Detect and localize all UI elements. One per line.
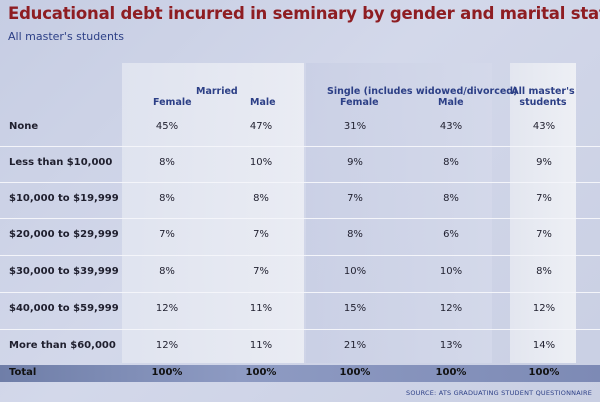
table-cell: 9%	[536, 157, 552, 168]
table-cell: 8%	[347, 229, 363, 240]
married-female-header: Female	[153, 97, 192, 108]
total-row: Total 100% 100% 100% 100% 100%	[0, 365, 600, 382]
page-subtitle: All master's students	[8, 30, 124, 43]
table-cell: 11%	[249, 303, 273, 314]
all-students-header-line1: All master's	[511, 86, 575, 97]
table-cell: 47%	[249, 121, 273, 132]
table-cell: 12%	[155, 340, 179, 351]
table-cell: 7%	[536, 229, 552, 240]
table-cell: 7%	[536, 193, 552, 204]
table-cell: 7%	[347, 193, 363, 204]
table-cell: 8%	[443, 193, 459, 204]
table-cell: 8%	[159, 193, 175, 204]
table-cell: 10%	[343, 266, 367, 277]
table-cell: 12%	[155, 303, 179, 314]
table-cell: 7%	[253, 229, 269, 240]
table-cell: 10%	[249, 157, 273, 168]
single-male-header: Male	[438, 97, 464, 108]
row-label: $30,000 to $39,999	[9, 266, 119, 277]
total-value: 100%	[245, 367, 277, 378]
row-label: None	[9, 121, 39, 132]
table-cell: 8%	[159, 266, 175, 277]
source-note: SOURCE: ATS GRADUATING STUDENT QUESTIONN…	[406, 389, 592, 397]
total-value: 100%	[151, 367, 183, 378]
table-cell: 15%	[343, 303, 367, 314]
table-cell: 8%	[443, 157, 459, 168]
table-cell: 13%	[439, 340, 463, 351]
married-male-header: Male	[250, 97, 276, 108]
all-students-header-line2: students	[519, 97, 567, 108]
row-divider	[0, 292, 600, 293]
table-cell: 8%	[159, 157, 175, 168]
table-cell: 6%	[443, 229, 459, 240]
table-cell: 8%	[536, 266, 552, 277]
page-title: Educational debt incurred in seminary by…	[8, 4, 600, 23]
table-cell: 9%	[347, 157, 363, 168]
table-cell: 31%	[343, 121, 367, 132]
row-label: $40,000 to $59,999	[9, 303, 119, 314]
row-divider	[0, 182, 600, 183]
table-cell: 14%	[532, 340, 556, 351]
total-value: 100%	[528, 367, 560, 378]
total-label: Total	[9, 367, 37, 378]
row-label: More than $60,000	[9, 340, 116, 351]
table-cell: 45%	[155, 121, 179, 132]
single-group-header: Single (includes widowed/divorced)	[327, 86, 518, 97]
row-divider	[0, 218, 600, 219]
table-cell: 21%	[343, 340, 367, 351]
row-label: $10,000 to $19,999	[9, 193, 119, 204]
table-cell: 11%	[249, 340, 273, 351]
married-group-header: Married	[196, 86, 238, 97]
table-cell: 43%	[532, 121, 556, 132]
table-cell: 43%	[439, 121, 463, 132]
all-students-column-panel	[510, 63, 576, 363]
single-female-header: Female	[340, 97, 379, 108]
row-divider	[0, 255, 600, 256]
total-value: 100%	[435, 367, 467, 378]
table-cell: 7%	[253, 266, 269, 277]
table-cell: 12%	[532, 303, 556, 314]
table-cell: 7%	[159, 229, 175, 240]
total-value: 100%	[339, 367, 371, 378]
married-column-panel	[122, 63, 304, 363]
row-divider	[0, 146, 600, 147]
row-label: Less than $10,000	[9, 157, 113, 168]
row-label: $20,000 to $29,999	[9, 229, 119, 240]
row-divider	[0, 329, 600, 330]
table-cell: 12%	[439, 303, 463, 314]
single-column-panel	[306, 63, 492, 363]
table-cell: 10%	[439, 266, 463, 277]
table-cell: 8%	[253, 193, 269, 204]
